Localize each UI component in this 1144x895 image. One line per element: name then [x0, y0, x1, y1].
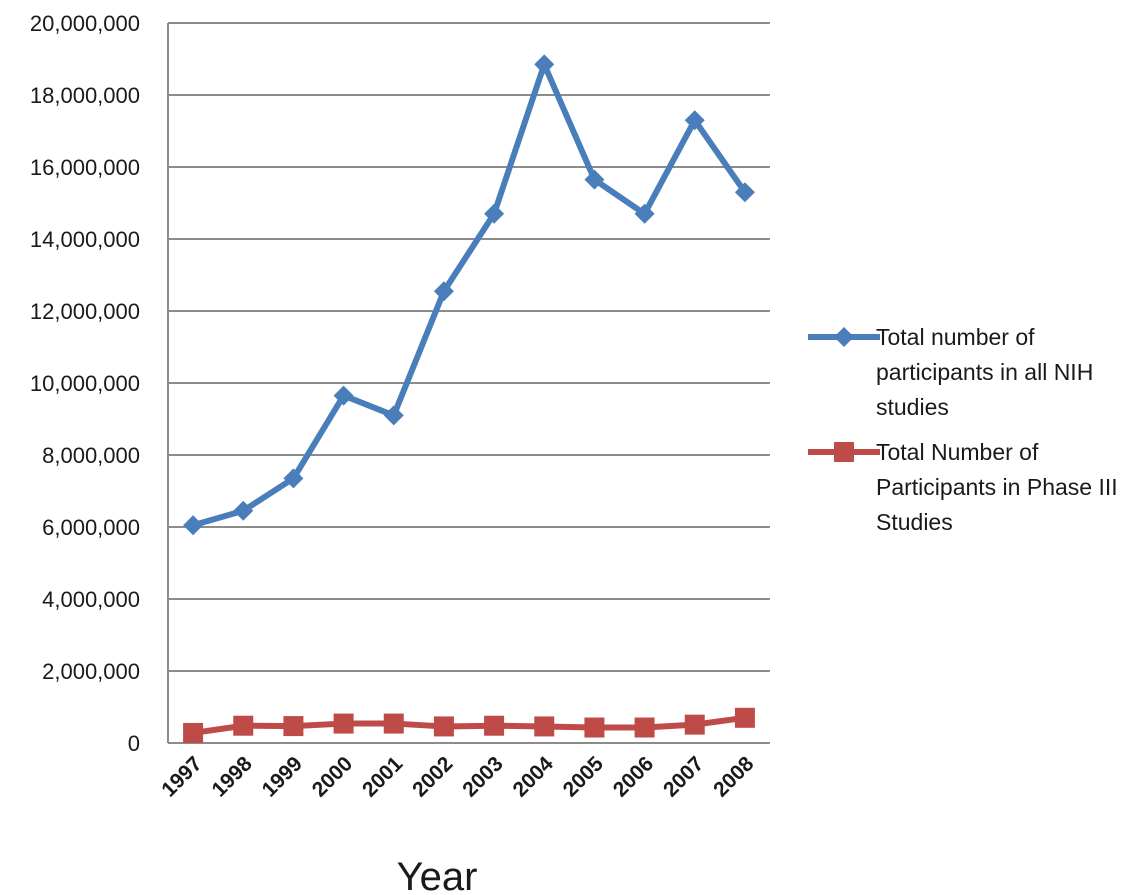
x-tick-label: 1998 [207, 752, 257, 802]
data-point [584, 169, 605, 190]
x-tick-label: 2000 [308, 752, 357, 801]
y-tick-label: 0 [128, 731, 140, 756]
legend-entry-2: Total Number of Participants in Phase III… [808, 439, 1118, 535]
data-point [233, 715, 254, 736]
x-tick-label: 2006 [609, 752, 658, 801]
data-point [534, 716, 555, 737]
x-tick-label: 2001 [358, 752, 408, 802]
series-line [192, 61, 748, 529]
legend-swatch-marker [834, 442, 854, 462]
x-tick-label: 1997 [157, 752, 206, 801]
x-tick-label: 1999 [258, 752, 307, 801]
y-tick-label: 16,000,000 [30, 155, 140, 180]
data-point [433, 281, 454, 302]
x-tick-label: 2005 [559, 752, 609, 802]
data-point [283, 716, 304, 737]
data-point [634, 717, 655, 738]
x-tick-label: 2007 [659, 752, 708, 801]
y-tick-label: 20,000,000 [30, 11, 140, 36]
data-point [584, 717, 605, 738]
y-axis-ticks: 0 2,000,000 4,000,000 6,000,000 8,000,000 10,… [30, 11, 140, 756]
data-point [433, 716, 454, 737]
data-point [734, 182, 755, 203]
y-tick-label: 18,000,000 [30, 83, 140, 108]
y-tick-label: 14,000,000 [30, 227, 140, 252]
data-point [684, 714, 705, 735]
data-point [183, 722, 204, 743]
series-2 [183, 707, 755, 743]
data-point [534, 54, 555, 75]
x-tick-label: 2004 [508, 752, 558, 802]
x-tick-label: 2008 [709, 752, 759, 802]
legend: Total number of participants in all NIH st… [808, 324, 1118, 535]
data-point [484, 715, 505, 736]
data-point [484, 203, 505, 224]
x-tick-label: 2003 [458, 752, 507, 801]
data-point [233, 500, 254, 521]
data-point [333, 385, 354, 406]
gridlines [168, 22, 770, 672]
legend-label: Studies [876, 509, 953, 535]
legend-entry-1: Total number of participants in all NIH st… [808, 324, 1093, 420]
legend-label: Total Number of [876, 439, 1039, 465]
series-1 [183, 54, 755, 536]
data-point [183, 515, 204, 536]
y-tick-label: 6,000,000 [42, 515, 140, 540]
y-tick-label: 8,000,000 [42, 443, 140, 468]
data-point [383, 405, 404, 426]
legend-label: studies [876, 394, 949, 420]
legend-label: Participants in Phase III [876, 474, 1118, 500]
x-axis-ticks: 1997 1998 1999 2000 2001 2002 2003 2004 2005 2006… [157, 752, 758, 802]
x-axis-label: Year [397, 855, 478, 895]
y-tick-label: 12,000,000 [30, 299, 140, 324]
legend-label: Total number of [876, 324, 1035, 350]
x-tick-label: 2002 [408, 752, 457, 801]
data-point [734, 707, 755, 728]
data-point [383, 713, 404, 734]
data-point [333, 713, 354, 734]
legend-label: participants in all NIH [876, 359, 1093, 385]
data-point [634, 203, 655, 224]
y-tick-label: 10,000,000 [30, 371, 140, 396]
series-lines [183, 54, 755, 743]
y-tick-label: 4,000,000 [42, 587, 140, 612]
data-point [283, 468, 304, 489]
series-line [192, 714, 746, 736]
legend-swatch-marker [834, 327, 854, 347]
y-tick-label: 2,000,000 [42, 659, 140, 684]
data-point [684, 110, 705, 131]
